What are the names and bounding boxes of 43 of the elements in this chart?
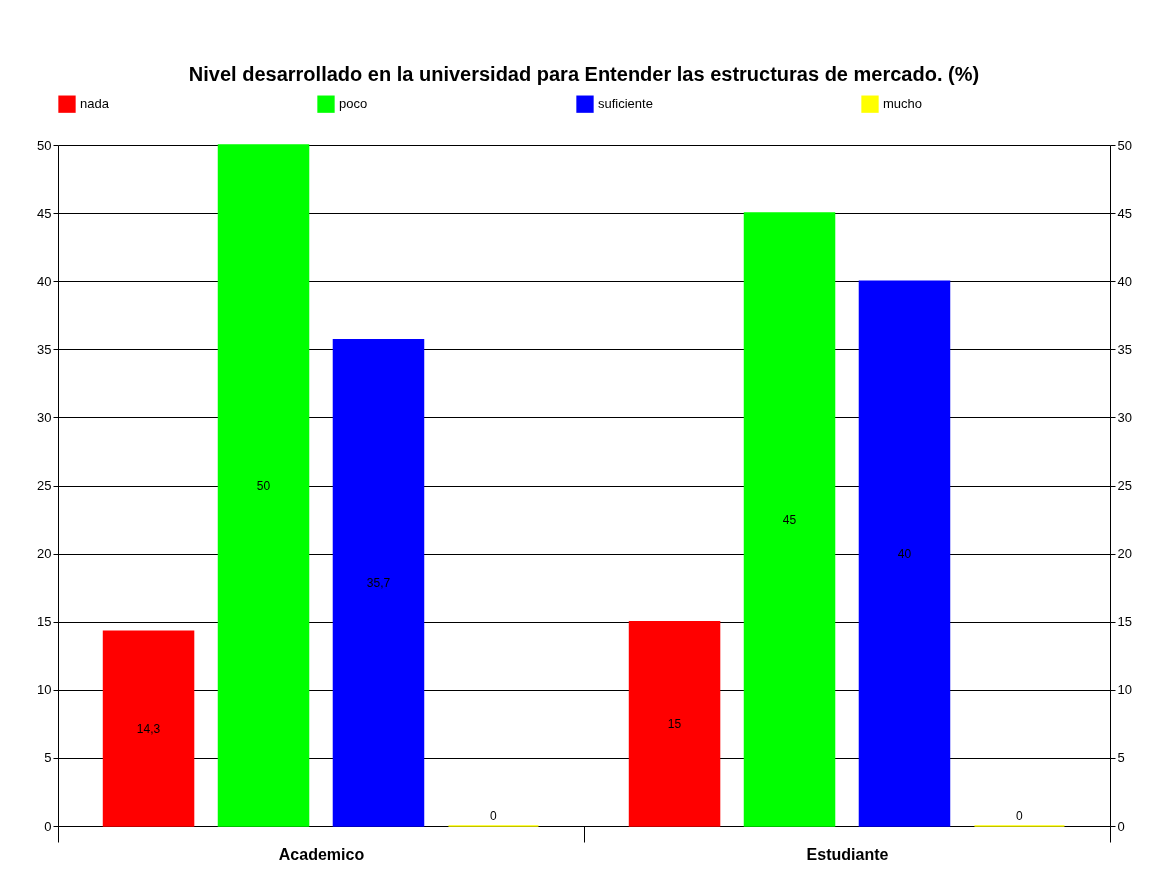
y-tick-label: 30: [37, 409, 52, 425]
y2-tick-label: 10: [1117, 682, 1132, 698]
legend-label: mucho: [883, 96, 923, 112]
y2-tick-label: 45: [1117, 205, 1132, 221]
y2-tick-label: 35: [1117, 341, 1132, 357]
y2-tick-label: 20: [1117, 546, 1132, 562]
y2-tick-label: 50: [1117, 137, 1132, 153]
data-label: 45: [782, 512, 797, 527]
y-tick-label: 45: [37, 205, 52, 221]
legend-label: poco: [339, 96, 368, 112]
y2-tick-label: 5: [1117, 750, 1125, 766]
y-tick-label: 0: [44, 818, 52, 834]
legend-label: suficiente: [598, 96, 653, 112]
bar: [858, 280, 951, 827]
bar: [332, 339, 425, 827]
legend-label: nada: [80, 96, 110, 112]
data-label: 50: [256, 478, 271, 493]
y-tick-label: 50: [37, 137, 52, 153]
y-tick-label: 35: [37, 341, 52, 357]
y-tick-label: 25: [37, 478, 52, 493]
x-tick-label: Estudiante: [806, 845, 889, 863]
y-tick-label: 20: [37, 546, 52, 562]
bar: [628, 620, 721, 827]
y2-tick-label: 0: [1117, 818, 1125, 834]
y-tick-label: 40: [37, 273, 52, 289]
y-tick-label: 10: [37, 682, 52, 698]
chart-title: Nivel desarrollado en la universidad para Entender las estructuras de mercado. (%): [188, 63, 980, 85]
data-label: 15: [667, 716, 682, 731]
x-tick-label: Academico: [278, 845, 365, 863]
bar: [217, 144, 310, 827]
data-label: 0: [490, 809, 498, 823]
bar: [102, 630, 195, 827]
y2-tick-label: 15: [1117, 614, 1132, 630]
data-label: 14,3: [136, 721, 161, 736]
data-label: 35,7: [366, 575, 391, 590]
data-label: 0: [1016, 809, 1024, 823]
data-label: 40: [897, 546, 912, 561]
y-tick-label: 15: [37, 614, 52, 630]
y2-tick-label: 25: [1117, 478, 1132, 493]
y-tick-label: 5: [44, 750, 52, 766]
y2-tick-label: 40: [1117, 273, 1132, 289]
bar: [743, 212, 836, 827]
y2-tick-label: 30: [1117, 409, 1132, 425]
